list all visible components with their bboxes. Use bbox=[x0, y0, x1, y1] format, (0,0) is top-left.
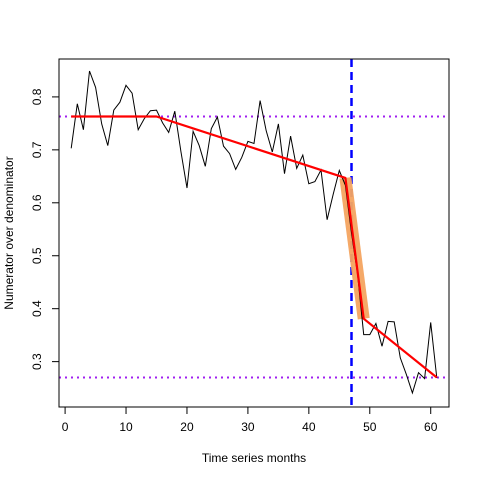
reference-lines bbox=[59, 59, 449, 407]
fitted-segmented-line bbox=[71, 115, 438, 379]
y-tick-label: 0.4 bbox=[30, 300, 44, 317]
y-axis: 0.3 0.4 0.5 0.6 0.7 0.8 bbox=[30, 88, 60, 370]
observed-series-line bbox=[70, 70, 438, 395]
x-tick-label: 30 bbox=[241, 420, 255, 434]
y-tick-label: 0.6 bbox=[30, 194, 44, 211]
y-tick-label: 0.8 bbox=[30, 88, 44, 105]
y-tick-label: 0.5 bbox=[30, 247, 44, 264]
x-tick-label: 50 bbox=[363, 420, 377, 434]
y-axis-title: Numerator over denominator bbox=[2, 156, 16, 309]
x-axis-title: Time series months bbox=[202, 451, 306, 465]
y-tick-label: 0.7 bbox=[30, 141, 44, 158]
x-tick-label: 10 bbox=[119, 420, 133, 434]
x-tick-label: 0 bbox=[62, 420, 69, 434]
series-layer bbox=[70, 70, 438, 395]
x-axis: 0 10 20 30 40 50 60 bbox=[62, 406, 438, 434]
plot-area bbox=[59, 59, 449, 407]
x-tick-label: 60 bbox=[424, 420, 438, 434]
x-tick-label: 20 bbox=[180, 420, 194, 434]
plot-frame bbox=[58, 58, 450, 408]
y-tick-label: 0.3 bbox=[30, 353, 44, 370]
x-tick-label: 40 bbox=[302, 420, 316, 434]
